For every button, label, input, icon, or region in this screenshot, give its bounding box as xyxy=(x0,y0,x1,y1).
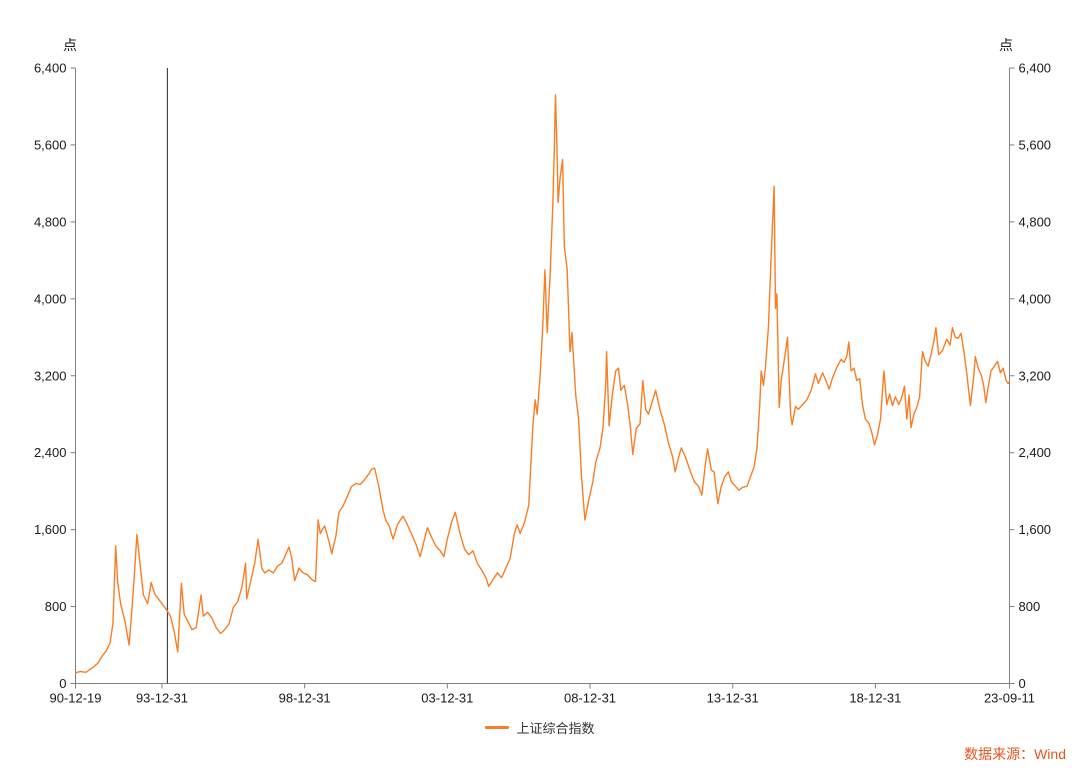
y-axis-tick-label-left: 4,000 xyxy=(34,291,67,306)
legend-line-swatch xyxy=(485,726,510,729)
y-axis-tick-label-left: 2,400 xyxy=(34,445,67,460)
y-axis-tick-label-right: 1,600 xyxy=(1019,522,1052,537)
y-axis-tick-label-left: 0 xyxy=(59,676,66,691)
y-axis-unit-right: 点 xyxy=(999,37,1013,53)
y-axis-tick-label-left: 1,600 xyxy=(34,522,67,537)
y-axis-tick-label-right: 6,400 xyxy=(1019,61,1052,76)
y-axis-tick-label-right: 4,800 xyxy=(1019,214,1052,229)
y-axis-tick-label-right: 5,600 xyxy=(1019,137,1052,152)
y-axis-unit-left: 点 xyxy=(63,37,77,53)
x-axis-tick-label: 90-12-19 xyxy=(49,691,101,706)
y-axis-tick-label-left: 6,400 xyxy=(34,61,67,76)
legend-series-label: 上证综合指数 xyxy=(516,721,595,736)
series-line xyxy=(74,94,1011,674)
y-axis-tick-label-left: 800 xyxy=(45,599,67,614)
x-axis-tick-label: 23-09-11 xyxy=(984,691,1035,706)
y-axis-tick-label-right: 3,200 xyxy=(1019,368,1052,383)
x-axis-tick-label: 98-12-31 xyxy=(279,691,331,706)
x-axis-tick-label: 13-12-31 xyxy=(707,691,759,706)
y-axis-tick-label-left: 4,800 xyxy=(34,214,67,229)
y-axis-tick-label-right: 0 xyxy=(1019,676,1026,691)
data-source-label: 数据来源：Wind xyxy=(964,746,1066,762)
x-axis-tick-label: 93-12-31 xyxy=(136,691,188,706)
x-axis-tick-label: 08-12-31 xyxy=(564,691,616,706)
y-axis-tick-label-right: 800 xyxy=(1019,599,1041,614)
y-axis-tick-label-right: 2,400 xyxy=(1019,445,1052,460)
x-axis-tick-label: 18-12-31 xyxy=(849,691,901,706)
x-axis-tick-label: 03-12-31 xyxy=(421,691,473,706)
y-axis-tick-label-left: 5,600 xyxy=(34,137,67,152)
y-axis-tick-label-left: 3,200 xyxy=(34,368,67,383)
y-axis-tick-label-right: 4,000 xyxy=(1019,291,1052,306)
legend: 上证综合指数 xyxy=(0,718,1080,737)
